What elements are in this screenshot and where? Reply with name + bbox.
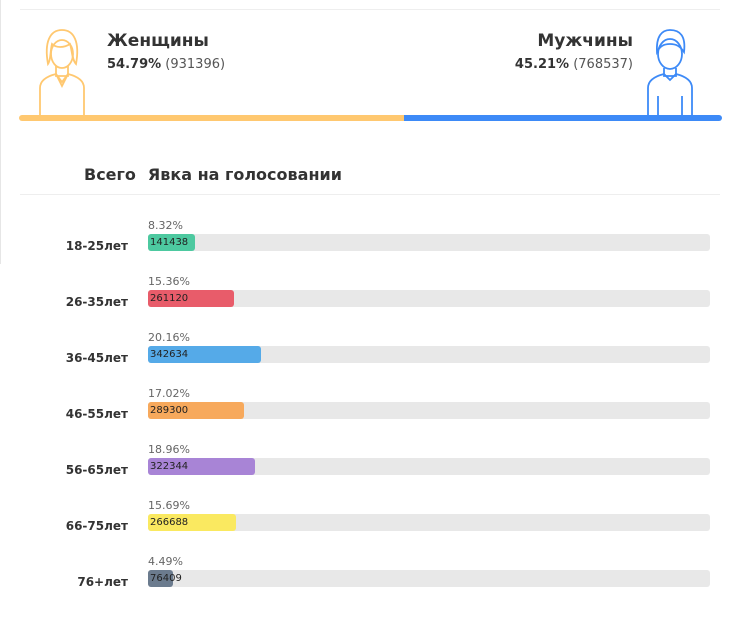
female-summary: Женщины 54.79% (931396) xyxy=(107,30,225,72)
age-row: 56-65лет 18.96% 322344 xyxy=(0,443,740,483)
age-fill xyxy=(148,234,195,251)
tab-total[interactable]: Всего xyxy=(84,165,136,184)
age-fill xyxy=(148,458,255,475)
age-label: 76+лет xyxy=(77,575,128,589)
age-row: 46-55лет 17.02% 289300 xyxy=(0,387,740,427)
age-label: 66-75лет xyxy=(65,519,128,533)
male-share-bar xyxy=(404,115,722,121)
age-row: 76+лет 4.49% 76409 xyxy=(0,555,740,595)
age-label: 18-25лет xyxy=(65,239,128,253)
female-avatar-icon xyxy=(39,29,85,116)
age-count: 76409 xyxy=(150,573,182,584)
age-count: 266688 xyxy=(150,517,189,528)
age-fill xyxy=(148,514,237,531)
age-row: 18-25лет 8.32% 141438 xyxy=(0,219,740,259)
age-label: 56-65лет xyxy=(65,463,128,477)
age-row: 66-75лет 15.69% 266688 xyxy=(0,499,740,539)
male-avatar-icon xyxy=(647,29,693,116)
age-count: 141438 xyxy=(150,237,189,248)
age-track: 76409 xyxy=(148,570,710,587)
age-count: 289300 xyxy=(150,405,189,416)
left-border xyxy=(0,0,1,264)
female-percent: 54.79% xyxy=(107,57,162,72)
female-title: Женщины xyxy=(107,31,209,51)
age-percent: 15.69% xyxy=(148,499,190,512)
age-label: 46-55лет xyxy=(65,407,128,421)
age-count: 322344 xyxy=(150,461,189,472)
age-percent: 20.16% xyxy=(148,331,190,344)
age-count: 342634 xyxy=(150,349,189,360)
male-stat: 45.21% (768537) xyxy=(515,57,633,72)
age-fill xyxy=(148,346,262,363)
age-track: 261120 xyxy=(148,290,710,307)
age-count: 261120 xyxy=(150,293,189,304)
age-label: 26-35лет xyxy=(65,295,128,309)
age-fill xyxy=(148,402,244,419)
tab-divider xyxy=(20,194,720,195)
age-track: 266688 xyxy=(148,514,710,531)
female-count: (931396) xyxy=(165,57,226,72)
age-fill xyxy=(148,570,174,587)
age-percent: 17.02% xyxy=(148,387,190,400)
age-percent: 4.49% xyxy=(148,555,183,568)
female-stat: 54.79% (931396) xyxy=(107,57,225,72)
age-row: 36-45лет 20.16% 342634 xyxy=(0,331,740,371)
age-track: 322344 xyxy=(148,458,710,475)
female-share-bar xyxy=(19,115,404,121)
age-fill xyxy=(148,290,235,307)
age-percent: 8.32% xyxy=(148,219,183,232)
male-title: Мужчины xyxy=(537,31,633,51)
tab-bar: Всего Явка на голосовании xyxy=(84,165,354,184)
male-summary: Мужчины 45.21% (768537) xyxy=(515,30,633,72)
age-percent: 18.96% xyxy=(148,443,190,456)
age-percent: 15.36% xyxy=(148,275,190,288)
male-count: (768537) xyxy=(573,57,633,72)
age-track: 342634 xyxy=(148,346,710,363)
tab-turnout[interactable]: Явка на голосовании xyxy=(147,165,342,184)
age-track: 141438 xyxy=(148,234,710,251)
top-divider xyxy=(20,9,720,10)
age-row: 26-35лет 15.36% 261120 xyxy=(0,275,740,315)
age-label: 36-45лет xyxy=(65,351,128,365)
male-percent: 45.21% xyxy=(514,57,570,72)
age-track: 289300 xyxy=(148,402,710,419)
